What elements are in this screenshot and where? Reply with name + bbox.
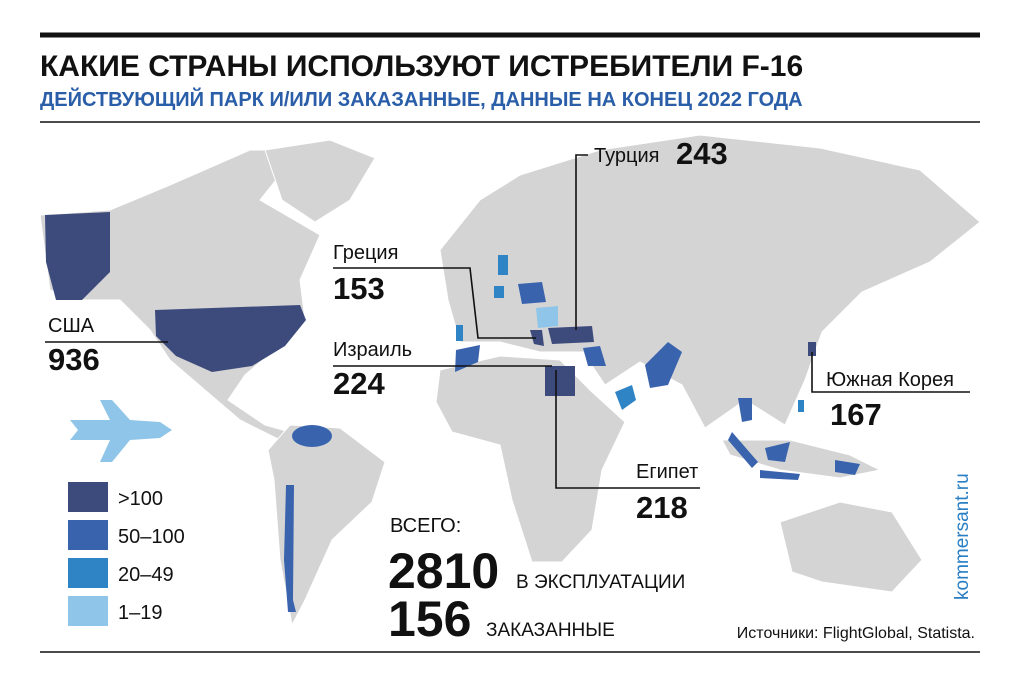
in-service-label: В ЭКСПЛУАТАЦИИ xyxy=(516,572,685,593)
country-thailand xyxy=(738,398,752,422)
callout-count: 153 xyxy=(333,271,385,306)
in-service-count: 2810 xyxy=(388,543,499,599)
country-iraq xyxy=(583,346,606,366)
legend-label: 1–19 xyxy=(118,602,163,624)
legend-swatch xyxy=(68,558,108,588)
country-taiwan xyxy=(798,400,804,412)
legend-swatch xyxy=(68,596,108,626)
country-romania xyxy=(536,306,558,328)
leader-line xyxy=(333,267,536,339)
country-usa xyxy=(155,305,306,372)
legend-swatch xyxy=(68,482,108,512)
callout-count: 167 xyxy=(830,397,882,432)
country-venezuela xyxy=(292,425,332,447)
leader-line xyxy=(811,352,970,393)
country-pakistan xyxy=(645,342,682,388)
country-turkey xyxy=(548,326,594,344)
watermark: kommersant.ru xyxy=(952,473,973,600)
callout-count: 224 xyxy=(333,366,385,401)
legend-label: 50–100 xyxy=(118,526,185,548)
title: КАКИЕ СТРАНЫ ИСПОЛЬЗУЮТ ИСТРЕБИТЕЛИ F-16 xyxy=(40,50,803,83)
ordered-count: 156 xyxy=(388,591,471,647)
source: Источники: FlightGlobal, Statista. xyxy=(737,625,975,642)
leader-line xyxy=(575,154,588,330)
legend-swatch xyxy=(68,520,108,550)
totals-heading: ВСЕГО: xyxy=(390,515,461,537)
subtitle: ДЕЙСТВУЮЩИЙ ПАРК И/ИЛИ ЗАКАЗАННЫЕ, ДАННЫ… xyxy=(40,87,803,111)
callout-count: 936 xyxy=(48,342,100,377)
country-oman xyxy=(615,385,636,410)
callout-country: Южная Корея xyxy=(826,369,954,391)
callouts: США 936 Греция 153 Израиль 224 Турция 24… xyxy=(45,136,970,525)
legend-label: >100 xyxy=(118,488,163,510)
callout-country: Египет xyxy=(636,461,698,483)
callout-count: 218 xyxy=(636,490,688,525)
callout-country: Израиль xyxy=(333,339,412,361)
country-norway xyxy=(498,255,508,275)
ordered-label: ЗАКАЗАННЫЕ xyxy=(486,620,615,641)
callout-count: 243 xyxy=(676,136,728,171)
country-alaska xyxy=(45,212,110,300)
legend-label: 20–49 xyxy=(118,564,174,586)
f16-countries xyxy=(45,212,860,612)
country-netherlands xyxy=(494,286,504,298)
country-chile xyxy=(284,485,296,612)
country-portugal xyxy=(456,325,463,341)
country-greece xyxy=(530,330,544,346)
callout-country: Греция xyxy=(333,242,398,264)
legend: >100 50–100 20–49 1–19 xyxy=(68,482,185,626)
country-egypt xyxy=(545,366,575,396)
callout-country: США xyxy=(48,315,95,337)
country-poland xyxy=(518,282,546,304)
callout-country: Турция xyxy=(594,145,659,167)
country-south-korea xyxy=(808,342,816,356)
leader-line xyxy=(555,370,700,489)
jet-icon xyxy=(70,400,172,462)
